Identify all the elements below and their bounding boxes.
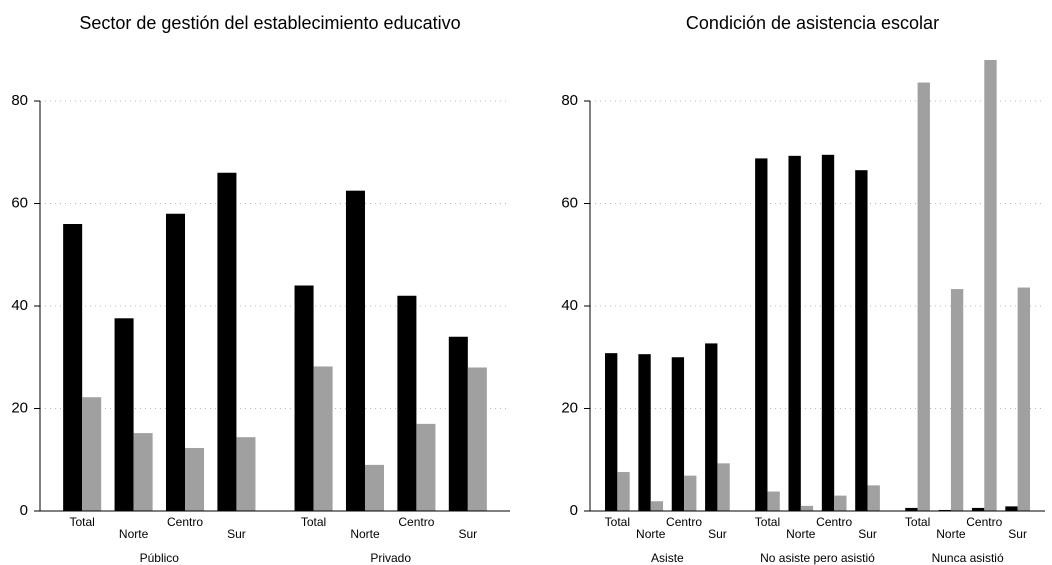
bar (867, 485, 880, 511)
x-tick-label: Centro (666, 515, 702, 529)
x-tick-label: Sur (458, 527, 477, 541)
bar (617, 472, 630, 511)
bar (950, 289, 964, 511)
bar (650, 501, 664, 511)
bar (165, 213, 186, 511)
bar (185, 447, 205, 511)
bar (971, 507, 985, 511)
y-tick-label: 40 (561, 297, 578, 314)
bar (63, 224, 83, 511)
bar (294, 285, 314, 511)
bar (800, 505, 814, 511)
group-label: Nunca asistió (932, 551, 1004, 565)
x-tick-label: Total (605, 515, 630, 529)
bar (671, 357, 685, 511)
bar (821, 154, 835, 511)
x-tick-label: Norte (636, 527, 666, 541)
y-tick-label: 0 (570, 502, 578, 519)
x-tick-label: Total (301, 515, 326, 529)
bar (467, 367, 487, 511)
y-tick-label: 60 (11, 194, 28, 211)
bar (217, 172, 237, 511)
y-tick-label: 40 (11, 297, 28, 314)
x-tick-label: Sur (227, 527, 246, 541)
y-tick-label: 80 (11, 92, 28, 109)
bar (448, 336, 468, 511)
bar (236, 437, 256, 511)
bar (767, 491, 780, 511)
group-label: No asiste pero asistió (760, 551, 875, 565)
bar (855, 170, 868, 511)
chart-title: Condición de asistencia escolar (686, 13, 939, 33)
x-tick-label: Norte (936, 527, 966, 541)
bar (313, 366, 333, 511)
bar (397, 295, 417, 511)
x-tick-label: Norte (119, 527, 149, 541)
bar (364, 464, 385, 511)
bar (788, 155, 801, 511)
x-tick-label: Centro (966, 515, 1002, 529)
bar (416, 423, 436, 511)
x-tick-label: Sur (708, 527, 727, 541)
bar (1005, 506, 1018, 511)
y-tick-label: 60 (561, 194, 578, 211)
bar (834, 495, 847, 511)
chart-title: Sector de gestión del establecimiento ed… (79, 13, 460, 33)
bar (345, 190, 365, 511)
bar (905, 507, 918, 511)
x-tick-label: Total (755, 515, 780, 529)
bar (82, 397, 102, 511)
bar (133, 433, 153, 511)
y-tick-label: 80 (561, 92, 578, 109)
x-tick-label: Total (905, 515, 930, 529)
y-tick-label: 20 (561, 399, 578, 416)
bar (938, 509, 951, 511)
x-tick-label: Total (69, 515, 94, 529)
x-tick-label: Centro (398, 515, 434, 529)
x-tick-label: Sur (1008, 527, 1027, 541)
x-tick-label: Centro (816, 515, 852, 529)
y-tick-label: 0 (20, 502, 28, 519)
bar (984, 60, 997, 511)
bar (717, 463, 730, 511)
bar (755, 158, 768, 511)
x-tick-label: Centro (167, 515, 203, 529)
bar (638, 354, 651, 511)
x-tick-label: Norte (350, 527, 380, 541)
group-label: Asiste (651, 551, 684, 565)
bar (1017, 287, 1030, 511)
group-label: Público (140, 551, 180, 565)
bar (114, 318, 134, 511)
bar (605, 353, 618, 511)
x-tick-label: Sur (858, 527, 877, 541)
bar (705, 343, 718, 511)
bar (684, 475, 697, 511)
y-tick-label: 20 (11, 399, 28, 416)
bar (917, 82, 930, 512)
x-tick-label: Norte (786, 527, 816, 541)
group-label: Privado (370, 551, 411, 565)
